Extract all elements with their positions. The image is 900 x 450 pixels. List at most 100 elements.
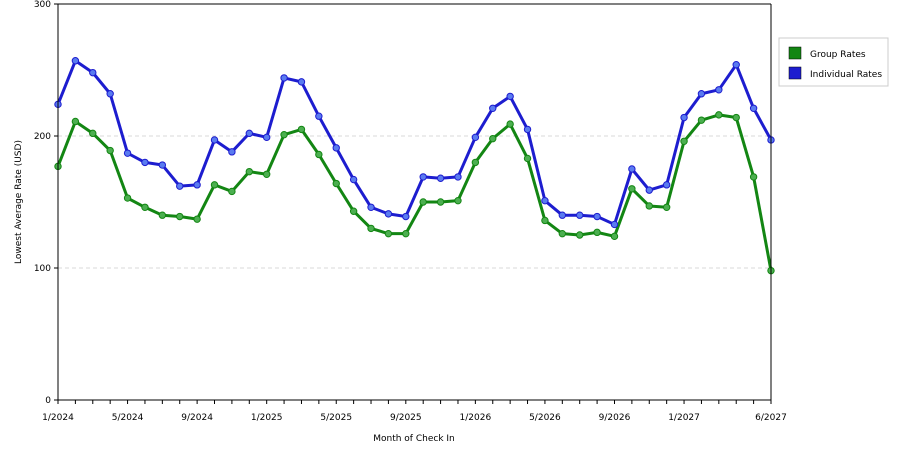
data-point-individual-rates (402, 212, 410, 221)
data-point-individual-rates (576, 211, 584, 219)
data-point-group-rates (419, 198, 427, 206)
data-point-group-rates (176, 212, 184, 221)
data-point-group-rates (349, 207, 358, 215)
data-point-group-rates (297, 125, 306, 134)
x-tick-label: 1/2027 (668, 413, 700, 423)
data-point-individual-rates (106, 90, 114, 98)
data-point-group-rates (471, 158, 480, 167)
x-tick-label: 9/2025 (390, 413, 422, 423)
data-point-group-rates (402, 229, 410, 238)
data-point-group-rates (384, 229, 393, 238)
data-point-individual-rates (506, 92, 514, 101)
y-tick-labels: 0 100 200 300 (34, 0, 51, 406)
x-axis-title: Month of Check In (373, 434, 455, 444)
y-axis-title: Lowest Average Rate (USD) (14, 140, 24, 264)
x-tick-label: 6/2027 (755, 413, 787, 423)
data-point-individual-rates (315, 112, 323, 120)
data-point-group-rates (506, 120, 514, 128)
data-point-individual-rates (732, 61, 740, 69)
data-point-group-rates (210, 181, 219, 189)
data-point-group-rates (645, 202, 653, 210)
data-point-individual-rates (471, 133, 480, 142)
y-tick-label: 100 (34, 264, 51, 274)
data-point-group-rates (593, 228, 601, 237)
data-point-group-rates (732, 113, 740, 122)
data-point-group-rates (193, 215, 201, 223)
data-point-group-rates (158, 211, 167, 219)
data-point-individual-rates (541, 196, 549, 205)
axes (54, 3, 772, 404)
data-point-group-rates (576, 231, 584, 239)
data-point-individual-rates (367, 203, 375, 211)
data-point-group-rates (680, 137, 688, 145)
data-point-individual-rates (680, 113, 688, 122)
data-point-individual-rates (384, 210, 393, 218)
plot-background (58, 4, 771, 400)
data-point-group-rates (749, 173, 758, 181)
legend-label-group-rates: Group Rates (810, 50, 866, 60)
y-tick-label: 300 (34, 0, 51, 10)
data-point-group-rates (454, 196, 462, 205)
x-tick-label: 1/2026 (460, 413, 492, 423)
x-tick-labels: 1/2024 5/2024 9/2024 1/2025 5/2025 9/2025 1/20… (42, 413, 787, 423)
data-point-individual-rates (193, 181, 201, 189)
data-point-group-rates (106, 146, 114, 155)
data-point-individual-rates (280, 74, 288, 82)
data-point-individual-rates (262, 133, 271, 142)
data-point-group-rates (123, 194, 132, 202)
data-point-group-rates (367, 224, 375, 233)
data-point-individual-rates (628, 165, 636, 173)
data-point-individual-rates (349, 175, 358, 184)
data-point-group-rates (71, 117, 80, 126)
data-point-group-rates (228, 187, 236, 196)
data-point-group-rates (610, 232, 619, 241)
data-point-group-rates (280, 130, 288, 139)
data-point-individual-rates (593, 212, 601, 221)
legend-label-individual-rates: Individual Rates (810, 70, 882, 80)
data-point-individual-rates (419, 173, 427, 181)
data-point-group-rates (628, 185, 636, 193)
data-point-individual-rates (645, 186, 653, 194)
data-point-individual-rates (454, 173, 462, 181)
data-point-individual-rates (228, 148, 236, 156)
data-point-group-rates (262, 170, 271, 178)
legend: Group Rates Individual Rates (778, 37, 889, 87)
data-point-individual-rates (558, 211, 567, 219)
data-point-group-rates (89, 129, 97, 138)
data-point-group-rates (662, 203, 671, 211)
data-point-individual-rates (123, 149, 132, 157)
data-point-group-rates (541, 216, 549, 225)
data-point-individual-rates (245, 129, 253, 138)
data-point-group-rates (436, 198, 445, 206)
x-tick-label: 1/2024 (42, 413, 74, 423)
data-point-individual-rates (89, 68, 97, 77)
x-tick-label: 5/2025 (320, 413, 352, 423)
data-point-individual-rates (332, 144, 340, 152)
y-tick-label: 0 (45, 396, 51, 406)
series-markers (54, 57, 775, 275)
data-point-individual-rates (176, 182, 184, 190)
data-point-individual-rates (158, 161, 167, 169)
data-point-individual-rates (489, 104, 497, 112)
data-point-group-rates (141, 203, 149, 211)
data-point-group-rates (523, 154, 532, 163)
data-point-individual-rates (210, 136, 219, 144)
data-point-individual-rates (697, 90, 706, 98)
legend-swatch-group-rates (788, 46, 802, 60)
data-point-individual-rates (71, 57, 80, 65)
x-tick-label: 9/2024 (181, 413, 213, 423)
data-point-group-rates (315, 150, 323, 159)
data-point-individual-rates (662, 181, 671, 189)
y-tick-label: 200 (34, 132, 51, 142)
x-tick-label: 1/2025 (251, 413, 283, 423)
data-point-group-rates (489, 134, 497, 143)
data-point-group-rates (715, 111, 723, 119)
data-point-group-rates (245, 167, 253, 176)
legend-swatch-individual-rates (788, 66, 802, 80)
data-point-individual-rates (141, 158, 149, 167)
data-point-individual-rates (715, 86, 723, 94)
data-point-group-rates (332, 179, 340, 188)
data-point-individual-rates (610, 220, 619, 229)
x-tick-label: 9/2026 (599, 413, 631, 423)
